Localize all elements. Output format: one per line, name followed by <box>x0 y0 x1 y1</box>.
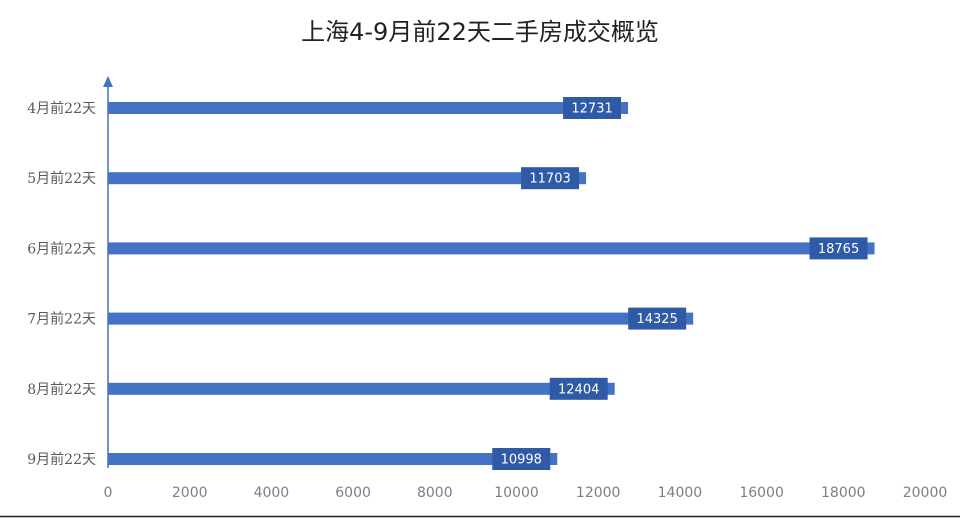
x-tick-label: 18000 <box>821 485 866 501</box>
bar <box>108 172 587 185</box>
y-tick-label: 6月前22天 <box>27 240 96 257</box>
value-label: 12404 <box>558 382 599 397</box>
x-tick-label: 20000 <box>903 485 948 501</box>
value-label-box <box>492 448 551 470</box>
value-label: 18765 <box>818 242 859 257</box>
x-tick-label: 4000 <box>254 485 290 501</box>
value-label-box <box>549 377 608 400</box>
x-tick-label: 8000 <box>417 485 453 501</box>
bar <box>108 382 615 395</box>
bar <box>108 453 558 465</box>
bar <box>108 242 875 255</box>
y-tick-label: 4月前22天 <box>27 100 96 117</box>
x-tick-label: 10000 <box>494 485 539 501</box>
value-label-box <box>563 97 622 119</box>
value-label: 10998 <box>501 453 542 468</box>
value-label-box <box>628 307 687 330</box>
y-tick-label: 8月前22天 <box>27 381 96 398</box>
value-label: 11703 <box>529 172 570 187</box>
x-tick-label: 0 <box>104 485 113 501</box>
y-tick-label: 9月前22天 <box>27 451 96 468</box>
x-tick-label: 16000 <box>739 485 784 501</box>
x-tick-label: 14000 <box>658 485 703 501</box>
x-tick-label: 12000 <box>576 485 621 501</box>
x-tick-label: 2000 <box>172 485 208 501</box>
axis-arrow <box>103 76 113 87</box>
value-label: 14325 <box>636 312 677 327</box>
value-label: 12731 <box>571 102 612 117</box>
value-label-box <box>809 237 868 260</box>
bar <box>108 312 694 325</box>
value-label-box <box>521 167 580 190</box>
x-tick-label: 6000 <box>335 485 371 501</box>
y-tick-label: 7月前22天 <box>27 311 96 328</box>
bar <box>108 102 629 114</box>
y-tick-label: 5月前22天 <box>27 170 96 187</box>
chart-title: 上海4-9月前22天二手房成交概览 <box>301 18 659 46</box>
